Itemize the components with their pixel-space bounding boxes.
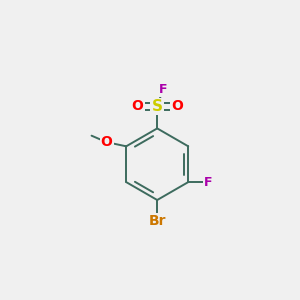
Text: O: O [100, 135, 112, 149]
Text: S: S [152, 99, 163, 114]
Text: F: F [159, 82, 167, 96]
Text: O: O [132, 100, 143, 113]
Text: F: F [204, 176, 212, 189]
Text: O: O [171, 100, 183, 113]
Text: Br: Br [148, 214, 166, 228]
